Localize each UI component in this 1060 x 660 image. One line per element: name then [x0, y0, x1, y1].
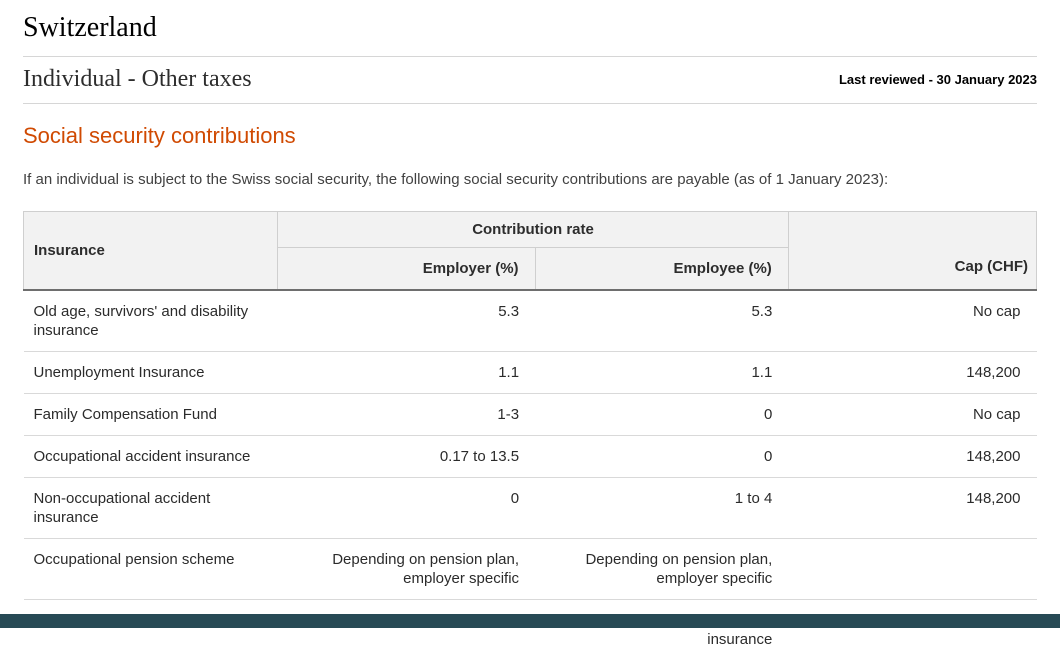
cell-employee-rate: 0: [535, 436, 788, 478]
cell-employer-rate: 1.1: [278, 352, 535, 394]
page-title: Individual - Other taxes: [23, 66, 252, 93]
cell-employer-rate: 0.17 to 13.5: [278, 436, 535, 478]
cell-cap: No cap: [788, 290, 1036, 352]
table-header: Insurance Contribution rate Cap (CHF) Em…: [24, 212, 1037, 291]
cell-employer-rate: [278, 600, 535, 660]
cell-insurance: Occupational accident insurance: [24, 436, 278, 478]
table-header-row-1: Insurance Contribution rate Cap (CHF): [24, 212, 1037, 248]
table-row: Occupational pension scheme Depending on…: [24, 539, 1037, 600]
col-header-employee: Employee (%): [535, 248, 788, 291]
cell-cap: 148,200: [788, 478, 1036, 539]
cell-cap: No cap: [788, 394, 1036, 436]
col-header-cap: Cap (CHF): [788, 212, 1036, 291]
table-row: Old age, survivors' and disability insur…: [24, 290, 1037, 352]
last-reviewed-label: Last reviewed - 30 January 2023: [839, 72, 1037, 87]
cell-employee-rate: Depending on coverage, private insurance: [535, 600, 788, 660]
cell-insurance: Old age, survivors' and disability insur…: [24, 290, 278, 352]
cell-employer-rate: 1-3: [278, 394, 535, 436]
col-header-contribution-rate: Contribution rate: [278, 212, 789, 248]
cell-employer-rate: Depending on pension plan, employer spec…: [278, 539, 535, 600]
cell-employer-rate: 0: [278, 478, 535, 539]
table-row: Family Compensation Fund 1-3 0 No cap: [24, 394, 1037, 436]
cell-employer-rate: 5.3: [278, 290, 535, 352]
cell-cap: 148,200: [788, 352, 1036, 394]
cell-employee-rate: 1.1: [535, 352, 788, 394]
contributions-table: Insurance Contribution rate Cap (CHF) Em…: [23, 211, 1037, 660]
page-subheader: Individual - Other taxes Last reviewed -…: [23, 57, 1037, 103]
cell-insurance: Unemployment Insurance: [24, 352, 278, 394]
country-title: Switzerland: [23, 12, 1037, 44]
cell-employee-rate: Depending on pension plan, employer spec…: [535, 539, 788, 600]
cell-insurance: Medical insurance: [24, 600, 278, 660]
cell-employee-rate: 0: [535, 394, 788, 436]
divider-subheader: [23, 103, 1037, 104]
table-row: Non-occupational accident insurance 0 1 …: [24, 478, 1037, 539]
table-row: Occupational accident insurance 0.17 to …: [24, 436, 1037, 478]
cell-cap: [788, 539, 1036, 600]
table-row: Unemployment Insurance 1.1 1.1 148,200: [24, 352, 1037, 394]
intro-paragraph: If an individual is subject to the Swiss…: [23, 170, 1037, 189]
cell-employee-rate: 1 to 4: [535, 478, 788, 539]
cell-cap: [788, 600, 1036, 660]
footer-bar: [0, 614, 1060, 628]
col-header-employer: Employer (%): [278, 248, 535, 291]
col-header-insurance: Insurance: [24, 212, 278, 291]
cell-employee-rate: 5.3: [535, 290, 788, 352]
cell-insurance: Occupational pension scheme: [24, 539, 278, 600]
table-body: Old age, survivors' and disability insur…: [24, 290, 1037, 660]
section-heading: Social security contributions: [23, 123, 1037, 149]
cell-cap: 148,200: [788, 436, 1036, 478]
cell-insurance: Non-occupational accident insurance: [24, 478, 278, 539]
table-row: Medical insurance Depending on coverage,…: [24, 600, 1037, 660]
cell-insurance: Family Compensation Fund: [24, 394, 278, 436]
